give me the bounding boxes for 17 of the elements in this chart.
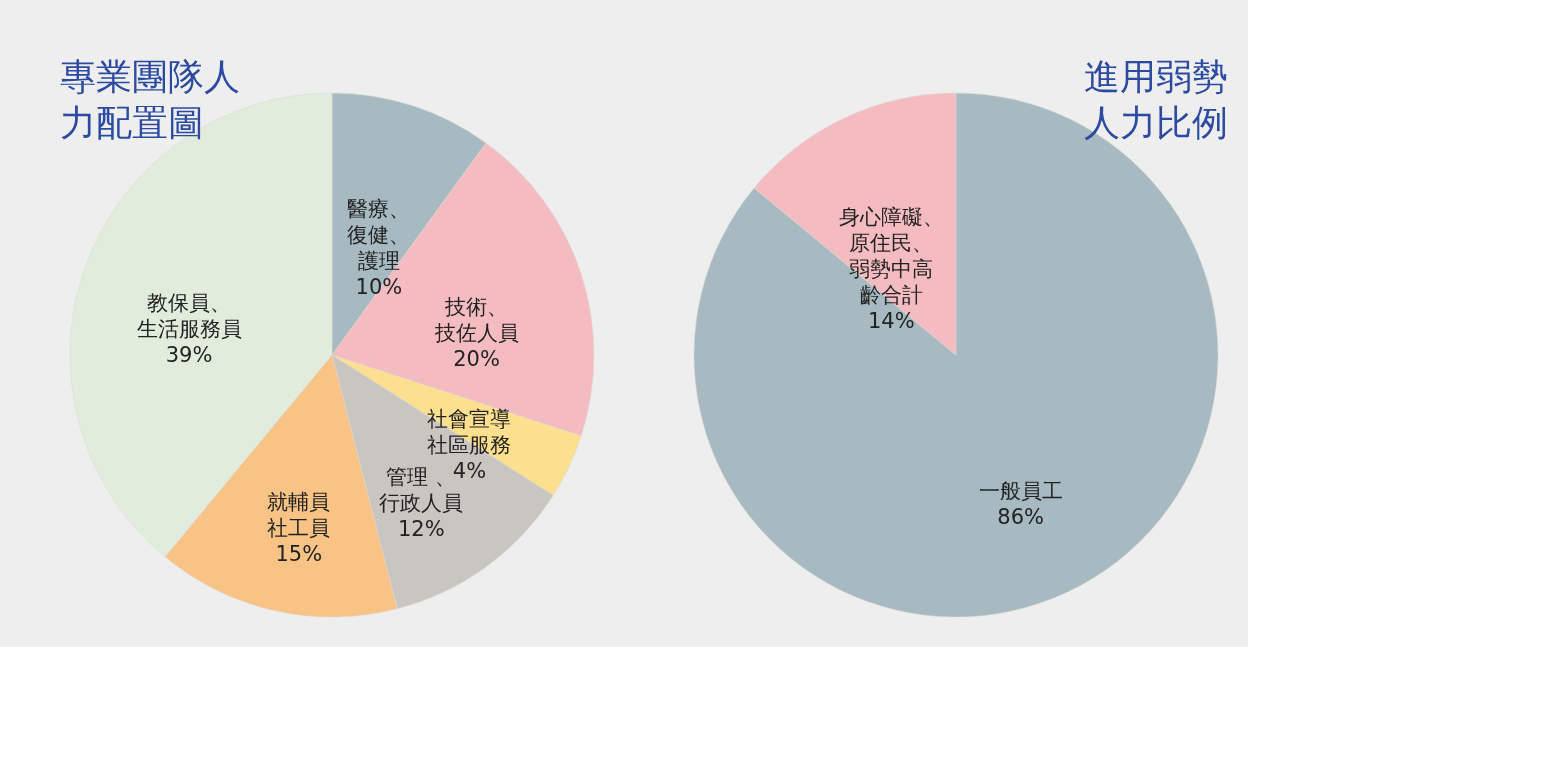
data-label: 15%	[275, 542, 323, 567]
slice-label: 教保員、生活服務員	[136, 290, 242, 341]
data-label: 10%	[355, 275, 403, 300]
data-label: 12%	[397, 516, 445, 541]
slice-label: 一般員工	[978, 479, 1063, 504]
slice-label: 就輔員社工員	[267, 490, 331, 541]
slice-label: 社會宣導社區服務	[427, 406, 512, 457]
data-label: 39%	[165, 342, 213, 367]
data-label: 14%	[867, 308, 915, 333]
data-label: 4%	[452, 458, 487, 483]
slice-label: 技術、技佐人員	[433, 295, 519, 346]
chart-title: 專業團隊人力配置圖	[60, 56, 240, 143]
slice-label: 醫療、復健、護理	[347, 197, 411, 274]
chart-title: 進用弱勢人力比例	[1084, 56, 1228, 143]
slice-label: 身心障礙、原住民、弱勢中高齡合計	[838, 204, 944, 307]
data-label: 86%	[997, 505, 1045, 530]
data-label: 20%	[453, 347, 500, 372]
